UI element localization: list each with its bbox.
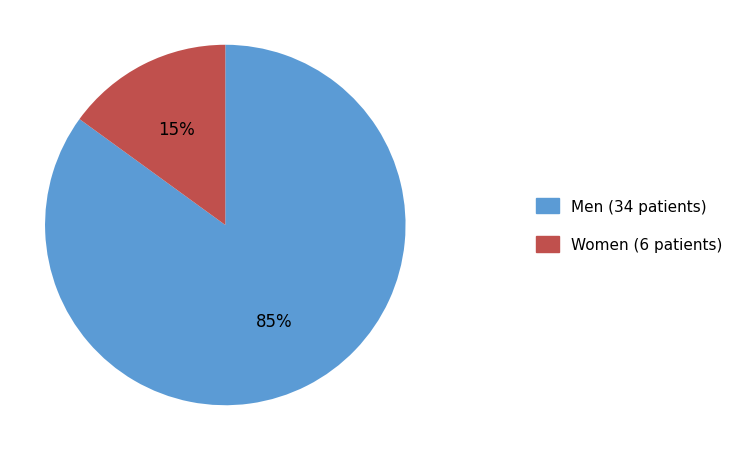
Text: 15%: 15% [158,120,195,138]
Wedge shape [45,46,406,405]
Text: 85%: 85% [256,313,293,331]
Legend: Men (34 patients), Women (6 patients): Men (34 patients), Women (6 patients) [529,192,728,259]
Wedge shape [80,46,225,226]
